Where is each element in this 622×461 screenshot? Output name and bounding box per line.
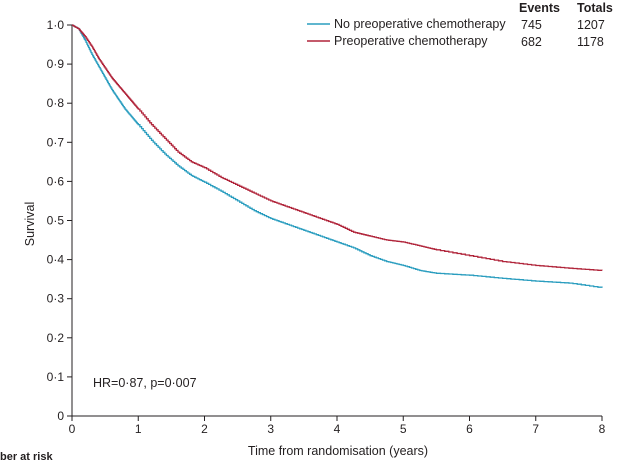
x-tick-label: 4 bbox=[334, 422, 341, 436]
x-tick-label: 5 bbox=[400, 422, 407, 436]
legend-header-events: Events bbox=[519, 1, 560, 15]
legend-totals-preoperative: 1178 bbox=[577, 35, 604, 49]
series-line-no-preoperative bbox=[72, 24, 603, 288]
x-tick-label: 1 bbox=[135, 422, 142, 436]
y-tick-label: 0 bbox=[57, 409, 64, 423]
y-tick-label: 0·5 bbox=[47, 214, 65, 228]
legend-events-no-preoperative: 745 bbox=[521, 18, 542, 32]
y-ticks: 0 0·1 0·2 0·3 0·4 0·5 0·6 0·7 0·8 0·9 1·0 bbox=[47, 18, 72, 423]
hazard-ratio-annotation: HR=0·87, p=0·007 bbox=[93, 376, 197, 390]
x-tick-label: 3 bbox=[267, 422, 274, 436]
legend-header-totals: Totals bbox=[577, 1, 613, 15]
y-tick-label: 0·9 bbox=[47, 57, 65, 71]
y-axis-title: Survival bbox=[23, 202, 37, 246]
x-ticks: 0 1 2 3 4 5 6 7 8 bbox=[69, 416, 606, 436]
x-tick-label: 8 bbox=[599, 422, 606, 436]
axes bbox=[71, 25, 602, 417]
legend: Events Totals No preoperative chemothera… bbox=[307, 1, 613, 49]
series-lines bbox=[72, 24, 603, 288]
legend-events-preoperative: 682 bbox=[521, 35, 542, 49]
x-tick-label: 0 bbox=[69, 422, 76, 436]
y-tick-label: 0·6 bbox=[47, 174, 65, 188]
x-tick-label: 6 bbox=[466, 422, 473, 436]
y-tick-label: 0·2 bbox=[47, 331, 65, 345]
y-tick-label: 0·4 bbox=[47, 253, 65, 267]
y-tick-label: 1·0 bbox=[47, 18, 65, 32]
x-tick-label: 2 bbox=[201, 422, 208, 436]
legend-label-no-preoperative: No preoperative chemotherapy bbox=[334, 17, 506, 31]
number-at-risk-heading: ber at risk bbox=[0, 451, 53, 461]
y-tick-label: 0·1 bbox=[47, 370, 65, 384]
x-axis-title: Time from randomisation (years) bbox=[248, 444, 428, 458]
series-line-preoperative bbox=[72, 24, 603, 271]
y-tick-label: 0·8 bbox=[47, 96, 65, 110]
y-tick-label: 0·7 bbox=[47, 135, 65, 149]
legend-label-preoperative: Preoperative chemotherapy bbox=[334, 34, 488, 48]
legend-totals-no-preoperative: 1207 bbox=[577, 18, 605, 32]
x-tick-label: 7 bbox=[532, 422, 539, 436]
y-tick-label: 0·3 bbox=[47, 292, 65, 306]
